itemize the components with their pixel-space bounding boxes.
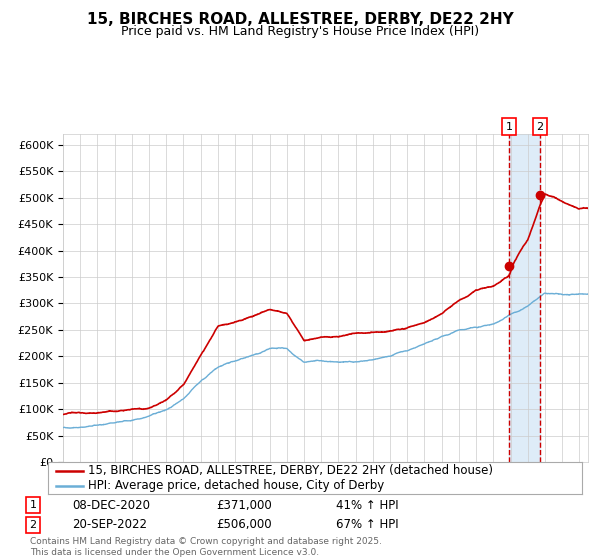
Text: 1: 1 (29, 500, 37, 510)
Text: Price paid vs. HM Land Registry's House Price Index (HPI): Price paid vs. HM Land Registry's House … (121, 25, 479, 38)
Text: £506,000: £506,000 (216, 518, 272, 531)
Text: 1: 1 (506, 122, 512, 132)
Text: 20-SEP-2022: 20-SEP-2022 (72, 518, 147, 531)
Text: 2: 2 (536, 122, 544, 132)
Text: £371,000: £371,000 (216, 498, 272, 512)
Text: 15, BIRCHES ROAD, ALLESTREE, DERBY, DE22 2HY: 15, BIRCHES ROAD, ALLESTREE, DERBY, DE22… (86, 12, 514, 27)
Text: 67% ↑ HPI: 67% ↑ HPI (336, 518, 398, 531)
Text: 15, BIRCHES ROAD, ALLESTREE, DERBY, DE22 2HY (detached house): 15, BIRCHES ROAD, ALLESTREE, DERBY, DE22… (88, 464, 493, 477)
Text: Contains HM Land Registry data © Crown copyright and database right 2025.
This d: Contains HM Land Registry data © Crown c… (30, 537, 382, 557)
Text: 08-DEC-2020: 08-DEC-2020 (72, 498, 150, 512)
Text: 2: 2 (29, 520, 37, 530)
Text: 41% ↑ HPI: 41% ↑ HPI (336, 498, 398, 512)
Text: HPI: Average price, detached house, City of Derby: HPI: Average price, detached house, City… (88, 479, 385, 492)
Bar (509, 134, 540, 462)
